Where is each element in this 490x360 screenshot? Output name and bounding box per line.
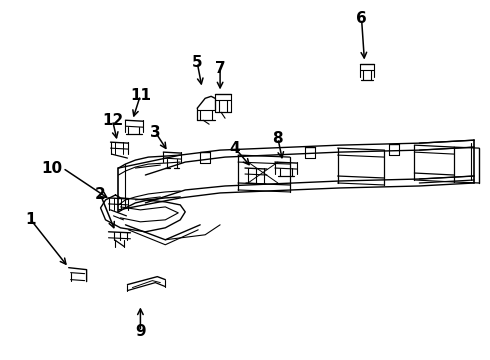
Text: 10: 10 bbox=[42, 161, 63, 176]
Text: 5: 5 bbox=[192, 55, 202, 70]
Text: 9: 9 bbox=[135, 324, 146, 339]
Text: 11: 11 bbox=[130, 88, 151, 103]
Text: 6: 6 bbox=[356, 11, 367, 26]
Text: 8: 8 bbox=[272, 131, 283, 146]
Text: 4: 4 bbox=[230, 141, 241, 156]
Text: 12: 12 bbox=[102, 113, 123, 128]
Text: 2: 2 bbox=[95, 188, 106, 202]
Text: 3: 3 bbox=[150, 125, 161, 140]
Text: 1: 1 bbox=[25, 212, 36, 228]
Text: 7: 7 bbox=[215, 61, 225, 76]
